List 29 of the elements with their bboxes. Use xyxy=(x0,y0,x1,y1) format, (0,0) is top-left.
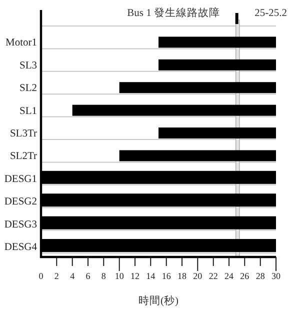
y-tick-label: SL2Tr xyxy=(10,151,38,162)
x-tick-label: 6 xyxy=(86,271,91,281)
x-tick-label: 8 xyxy=(101,271,106,281)
x-tick-label: 10 xyxy=(114,271,124,281)
x-tick-label: 26 xyxy=(240,271,250,281)
x-tick-label: 24 xyxy=(224,271,234,281)
y-tick-label: DESG4 xyxy=(4,242,38,253)
x-tick-label: 22 xyxy=(208,271,218,281)
x-tick-label: 16 xyxy=(162,271,172,281)
y-tick-label: DESG1 xyxy=(4,174,37,185)
x-tick-label: 4 xyxy=(70,271,76,281)
x-tick-label: 30 xyxy=(272,271,281,281)
y-tick-label: DESG3 xyxy=(4,219,37,230)
y-tick-label: DESG2 xyxy=(4,196,37,208)
x-axis-title: 時間(秒) xyxy=(138,294,179,307)
x-tick-label: 0 xyxy=(38,271,44,281)
y-tick-label: SL2 xyxy=(19,83,37,94)
x-tick-label: 28 xyxy=(256,271,266,281)
x-tick-label: 12 xyxy=(130,271,140,281)
text: Bus 1 發生線路故障 xyxy=(127,6,220,19)
y-tick-label: SL3 xyxy=(19,60,37,72)
x-tick-label: 18 xyxy=(178,271,187,281)
y-tick-label: SL3Tr xyxy=(10,128,38,140)
x-tick-label: 20 xyxy=(193,271,203,281)
y-tick-label: Motor1 xyxy=(6,38,37,49)
y-tick-label: SL1 xyxy=(19,106,37,117)
x-tick-label: 2 xyxy=(54,271,59,281)
band-label: 25-25.2 xyxy=(254,8,287,19)
x-tick-label: 14 xyxy=(146,271,156,281)
